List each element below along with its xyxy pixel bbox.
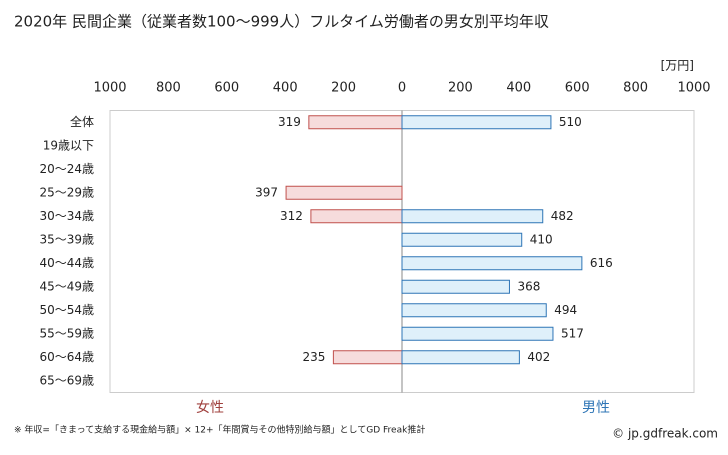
value-label: 402	[527, 350, 550, 364]
x-tick-label: 600	[565, 81, 590, 96]
y-tick-label: 30～34歳	[39, 209, 94, 223]
y-tick-label: 25～29歳	[39, 185, 94, 199]
bar	[332, 350, 403, 365]
x-tick-label: 800	[156, 81, 181, 96]
x-tick-label: 1000	[93, 81, 126, 96]
value-label: 510	[559, 115, 582, 129]
y-tick-label: 20～24歳	[39, 162, 94, 176]
y-tick-label: 55～59歳	[39, 326, 94, 340]
legend-label: 男性	[582, 400, 610, 416]
footnote: ※ 年収=「きまって支給する現金給与額」× 12+「年間賞与その他特別給与額」と…	[14, 424, 425, 436]
x-tick-label: 200	[331, 81, 356, 96]
bar	[401, 279, 510, 294]
bar	[401, 256, 583, 271]
y-tick-label: 50～54歳	[39, 303, 94, 317]
y-tick-label: 65～69歳	[39, 373, 94, 387]
x-tick-label: 1000	[677, 81, 710, 96]
bar	[285, 185, 403, 200]
value-label: 397	[255, 185, 278, 199]
value-label: 410	[530, 232, 553, 246]
bar	[308, 115, 403, 130]
value-label: 616	[590, 256, 613, 270]
value-label: 319	[278, 115, 301, 129]
value-label: 235	[302, 350, 325, 364]
y-tick-label: 45～49歳	[39, 279, 94, 293]
x-tick-label: 400	[273, 81, 298, 96]
value-label: 517	[561, 326, 584, 340]
x-tick-label: 0	[398, 81, 406, 96]
value-label: 368	[517, 279, 540, 293]
chart-title: 2020年 民間企業（従業者数100～999人）フルタイム労働者の男女別平均年収	[14, 13, 549, 31]
value-label: 494	[554, 303, 577, 317]
x-tick-label: 600	[214, 81, 239, 96]
bar	[401, 232, 523, 247]
bar	[401, 115, 552, 130]
bar	[401, 326, 554, 341]
x-tick-label: 200	[448, 81, 473, 96]
value-label: 312	[280, 209, 303, 223]
credit: © jp.gdfreak.com	[612, 427, 718, 441]
value-label: 482	[551, 209, 574, 223]
x-tick-label: 400	[506, 81, 531, 96]
legend-label: 女性	[196, 399, 224, 416]
y-tick-label: 40～44歳	[39, 256, 94, 270]
y-tick-label: 全体	[70, 114, 94, 129]
x-tick-label: 800	[623, 81, 648, 96]
bar	[310, 209, 403, 224]
unit-label: [万円]	[661, 59, 694, 73]
y-tick-label: 60～64歳	[39, 350, 94, 364]
bar	[401, 303, 547, 318]
y-tick-label: 35～39歳	[39, 232, 94, 246]
bar	[401, 209, 544, 224]
bar	[401, 350, 520, 365]
y-tick-label: 19歳以下	[43, 138, 94, 152]
